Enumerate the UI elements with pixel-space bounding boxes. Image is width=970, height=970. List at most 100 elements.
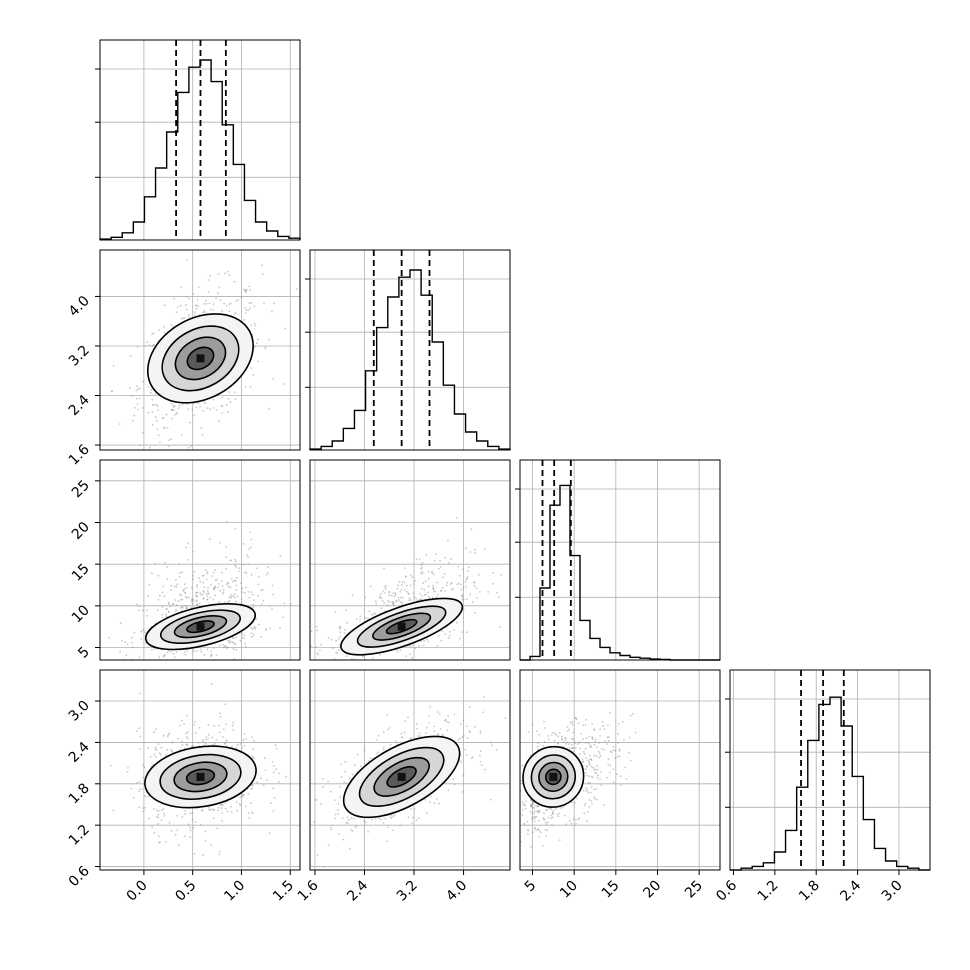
scatter-point	[388, 727, 391, 729]
scatter-point	[436, 645, 439, 647]
scatter-point	[186, 731, 189, 733]
scatter-point	[380, 592, 383, 595]
scatter-point	[264, 346, 266, 348]
scatter-point	[151, 826, 154, 828]
scatter-point	[426, 726, 428, 729]
scatter-point	[539, 831, 542, 834]
scatter-point	[338, 625, 341, 628]
panel-frame	[309, 669, 511, 871]
scatter-point	[364, 617, 367, 619]
scatter-point	[210, 683, 213, 685]
scatter-point	[424, 798, 426, 801]
scatter-point	[296, 639, 298, 641]
scatter-point	[232, 729, 235, 731]
scatter-point	[273, 302, 275, 305]
scatter-point	[439, 728, 442, 730]
scatter-point	[518, 828, 520, 830]
scatter-point	[596, 746, 598, 749]
scatter-point	[110, 390, 113, 393]
scatter-point	[215, 739, 218, 741]
scatter-point	[461, 594, 463, 597]
scatter-point	[426, 812, 428, 814]
scatter-point	[118, 423, 121, 425]
scatter-point	[409, 653, 412, 656]
scatter-point	[215, 409, 218, 411]
scatter-point	[409, 574, 412, 577]
x-tick-label: 15	[599, 878, 623, 902]
scatter-point	[607, 739, 610, 742]
scatter-point	[584, 772, 587, 774]
scatter-point	[157, 810, 160, 812]
scatter-point	[119, 650, 121, 653]
scatter-point	[250, 324, 253, 327]
scatter-point	[247, 792, 250, 795]
scatter-point	[213, 586, 216, 589]
scatter-point	[151, 333, 154, 335]
scatter-point	[558, 839, 561, 841]
scatter-point	[393, 814, 396, 816]
scatter-point	[271, 584, 274, 587]
scatter-point	[594, 768, 597, 771]
scatter-point	[157, 434, 160, 437]
scatter-point	[234, 580, 237, 582]
scatter-point	[207, 592, 210, 595]
scatter-point	[135, 389, 138, 392]
scatter-point	[619, 775, 622, 778]
scatter-point	[209, 584, 212, 586]
scatter-point	[382, 822, 385, 824]
scatter-point	[618, 749, 621, 752]
scatter-point	[202, 739, 205, 741]
scatter-point	[214, 585, 217, 588]
scatter-point	[212, 571, 215, 574]
scatter-point	[235, 636, 237, 639]
scatter-point	[586, 788, 588, 791]
scatter-point	[547, 816, 550, 819]
scatter-point	[180, 304, 182, 307]
scatter-point	[456, 517, 458, 519]
scatter-point	[225, 583, 228, 586]
scatter-point	[512, 801, 514, 803]
scatter-point	[207, 586, 210, 589]
scatter-point	[138, 748, 141, 750]
scatter-point	[251, 593, 254, 596]
scatter-point	[300, 789, 302, 791]
scatter-point	[336, 652, 339, 655]
scatter-point	[549, 817, 552, 820]
scatter-point	[273, 797, 276, 799]
scatter-point	[515, 803, 517, 805]
scatter-point	[233, 313, 236, 315]
scatter-point	[256, 781, 258, 784]
pair-panel-content	[110, 259, 298, 449]
scatter-point	[496, 591, 498, 594]
scatter-point	[175, 604, 178, 606]
scatter-point	[403, 581, 406, 584]
scatter-point	[221, 812, 224, 814]
scatter-point	[438, 713, 441, 715]
scatter-point	[239, 804, 242, 807]
scatter-point	[85, 645, 87, 647]
scatter-point	[585, 768, 587, 770]
scatter-point	[469, 551, 472, 553]
scatter-point	[466, 578, 468, 580]
scatter-point	[139, 387, 141, 390]
scatter-point	[423, 588, 426, 591]
scatter-point	[584, 787, 587, 789]
scatter-point	[518, 828, 520, 830]
scatter-point	[262, 599, 265, 602]
scatter-point	[416, 599, 419, 602]
scatter-point	[153, 665, 155, 667]
scatter-point	[492, 572, 495, 574]
scatter-point	[622, 721, 624, 723]
scatter-point	[383, 602, 386, 604]
scatter-point	[172, 664, 174, 666]
scatter-point	[401, 581, 404, 583]
scatter-point	[561, 738, 563, 741]
scatter-point	[160, 746, 163, 749]
scatter-point	[385, 584, 387, 587]
scatter-point	[200, 427, 203, 430]
pair-panel-3-2	[512, 669, 721, 871]
scatter-point	[415, 558, 418, 561]
scatter-point	[194, 304, 197, 307]
scatter-point	[290, 603, 292, 605]
scatter-point	[337, 813, 340, 815]
